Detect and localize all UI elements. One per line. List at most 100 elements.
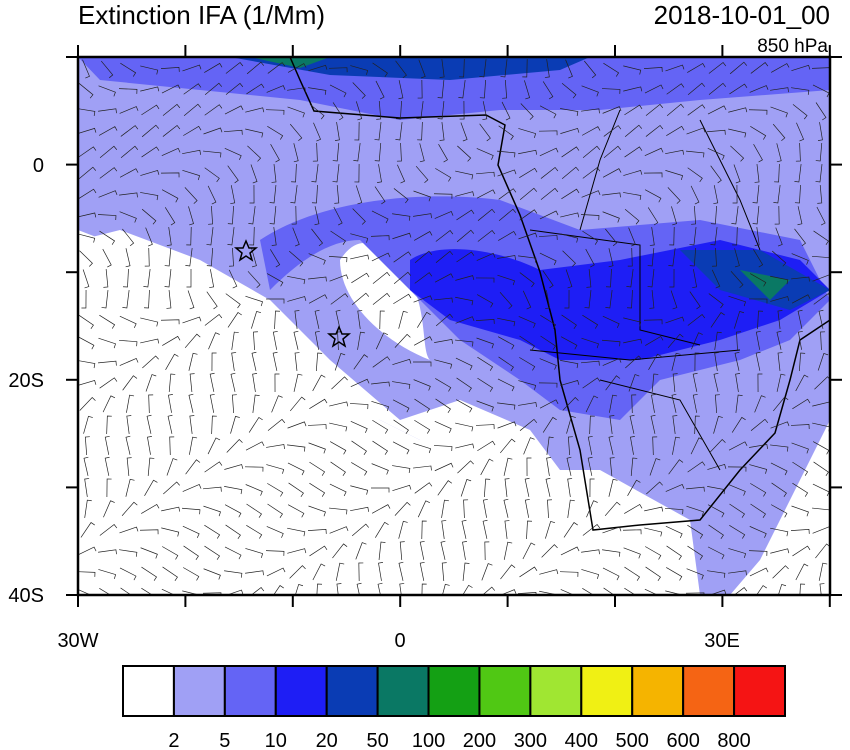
wind-barb	[545, 477, 551, 497]
wind-barb	[160, 66, 180, 72]
wind-barb	[126, 394, 135, 413]
wind-barb	[586, 269, 592, 288]
wind-barb	[455, 316, 475, 324]
wind-barb	[665, 170, 684, 181]
wind-barb	[372, 419, 389, 434]
wind-barb	[182, 590, 201, 595]
wind-barb	[645, 335, 664, 346]
lat-label: 40S	[8, 585, 44, 607]
wind-barb	[165, 353, 179, 370]
wind-barb	[203, 568, 221, 580]
wind-barb	[582, 588, 594, 595]
wind-barb	[455, 339, 474, 347]
wind-barb	[244, 466, 264, 472]
wind-barb	[498, 188, 517, 200]
wind-barb	[772, 250, 787, 267]
wind-barb	[580, 214, 600, 220]
wind-barb	[581, 108, 600, 114]
wind-barb	[770, 106, 788, 118]
wind-barb	[120, 125, 139, 137]
wind-barb	[413, 379, 431, 391]
wind-barb	[419, 540, 425, 560]
wind-barb	[182, 507, 201, 515]
wind-barb	[817, 353, 829, 371]
wind-barb	[539, 358, 557, 370]
wind-barb	[770, 527, 789, 537]
wind-barb	[415, 165, 429, 184]
wind-barb	[797, 330, 803, 350]
wind-barb	[708, 293, 724, 309]
wind-barb	[631, 394, 637, 414]
wind-barb	[686, 486, 705, 492]
wind-barb	[208, 205, 213, 225]
wind-barb	[332, 143, 340, 162]
colorbar-label: 600	[666, 730, 699, 750]
wind-barb	[434, 420, 452, 433]
wind-barb	[518, 380, 537, 390]
wind-barb	[312, 563, 326, 581]
wind-barb	[455, 275, 475, 281]
wind-barb	[164, 248, 172, 267]
wind-barb	[792, 398, 811, 410]
wind-barb	[687, 167, 703, 183]
wind-barb	[602, 526, 622, 534]
wind-barb	[334, 185, 340, 204]
wind-barb	[414, 482, 433, 494]
wind-barb	[83, 456, 89, 476]
colorbar-box	[631, 665, 685, 717]
wind-barb	[462, 584, 473, 595]
wind-barb	[795, 374, 809, 392]
wind-barb	[314, 330, 320, 350]
colorbar-label: 50	[366, 730, 388, 750]
wind-barb	[120, 145, 139, 158]
wind-barb	[349, 403, 369, 410]
wind-barb	[397, 164, 406, 184]
wind-barb	[119, 549, 138, 557]
wind-barb	[78, 108, 96, 116]
wind-barb	[770, 275, 789, 285]
wind-barb	[168, 394, 173, 413]
wind-barb	[791, 253, 809, 265]
wind-barb	[120, 587, 132, 595]
wind-barb	[523, 437, 535, 455]
wind-barb	[225, 524, 241, 539]
wind-barb	[651, 394, 656, 413]
wind-barb	[689, 227, 697, 246]
wind-barb	[710, 227, 718, 246]
wind-barb	[644, 84, 664, 94]
wind-barb	[728, 107, 748, 113]
wind-barb	[141, 124, 160, 138]
wind-barb	[145, 227, 153, 247]
wind-barb	[791, 276, 810, 282]
wind-barb	[542, 81, 554, 100]
wind-barb	[393, 251, 412, 263]
wind-barb	[204, 104, 223, 116]
wind-barb	[567, 499, 575, 518]
wind-barb	[308, 276, 327, 282]
wind-barb	[399, 541, 405, 560]
wind-barb	[308, 294, 328, 304]
colorbar-label: 5	[219, 730, 230, 750]
wind-barb	[455, 170, 474, 180]
wind-barb	[204, 461, 223, 473]
wind-barb	[413, 295, 433, 303]
wind-barb	[589, 478, 595, 498]
wind-barb	[792, 545, 811, 557]
wind-barb	[670, 290, 678, 310]
wind-barb	[288, 250, 304, 267]
wind-barb	[265, 298, 285, 304]
wind-barb	[482, 101, 488, 121]
wind-barb	[477, 294, 494, 308]
wind-barb	[81, 289, 87, 309]
wind-barb	[526, 520, 533, 540]
wind-barb	[370, 235, 390, 241]
wind-barb	[228, 269, 238, 289]
wind-barb	[463, 499, 469, 519]
wind-barb	[274, 310, 280, 330]
wind-barb	[141, 566, 158, 581]
wind-barb	[375, 521, 389, 538]
wind-barb	[707, 464, 727, 470]
wind-barb	[189, 373, 195, 392]
wind-barb	[497, 169, 517, 177]
wind-barb	[713, 372, 719, 392]
